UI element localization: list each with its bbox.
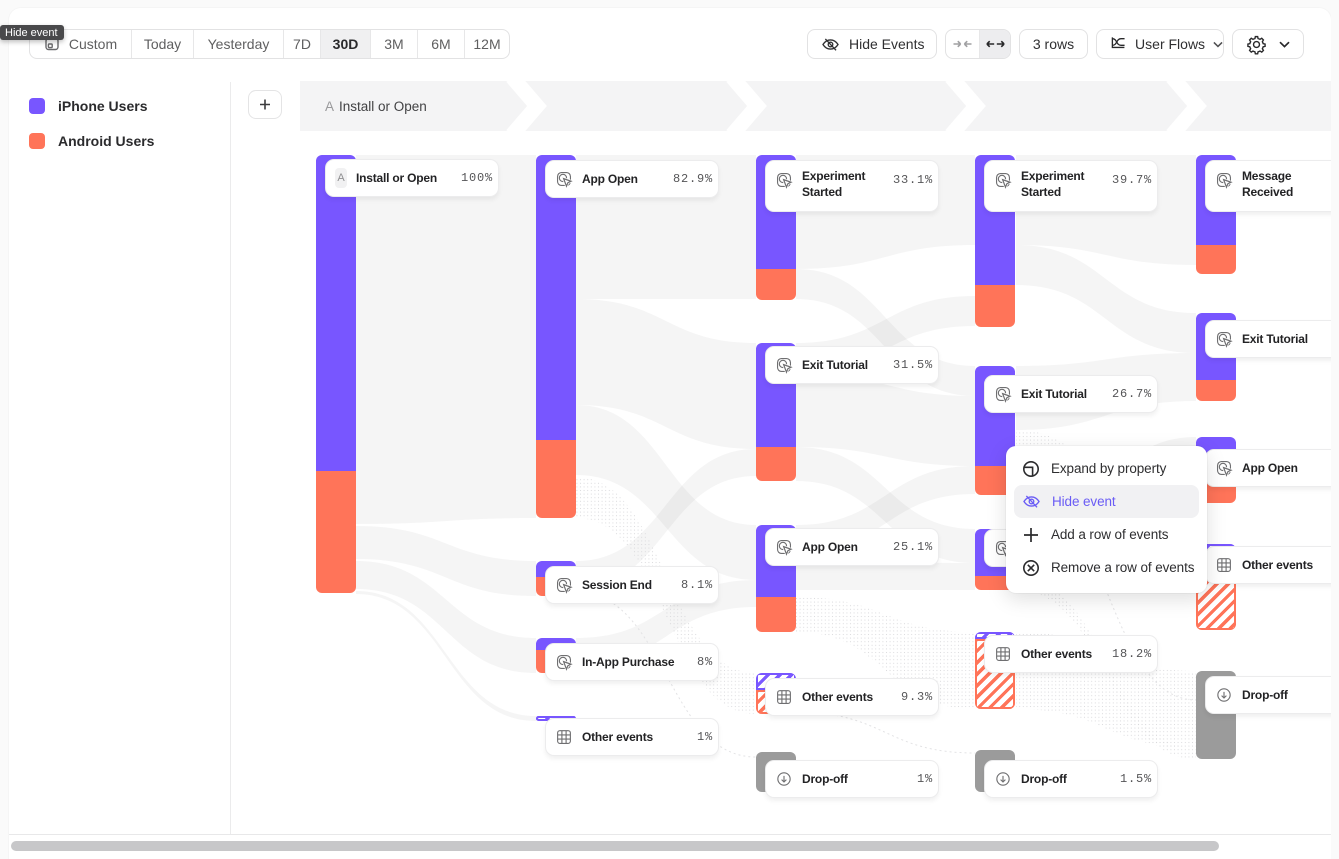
svg-text:Install or Open: Install or Open — [339, 99, 427, 114]
svg-text:A: A — [325, 99, 334, 114]
